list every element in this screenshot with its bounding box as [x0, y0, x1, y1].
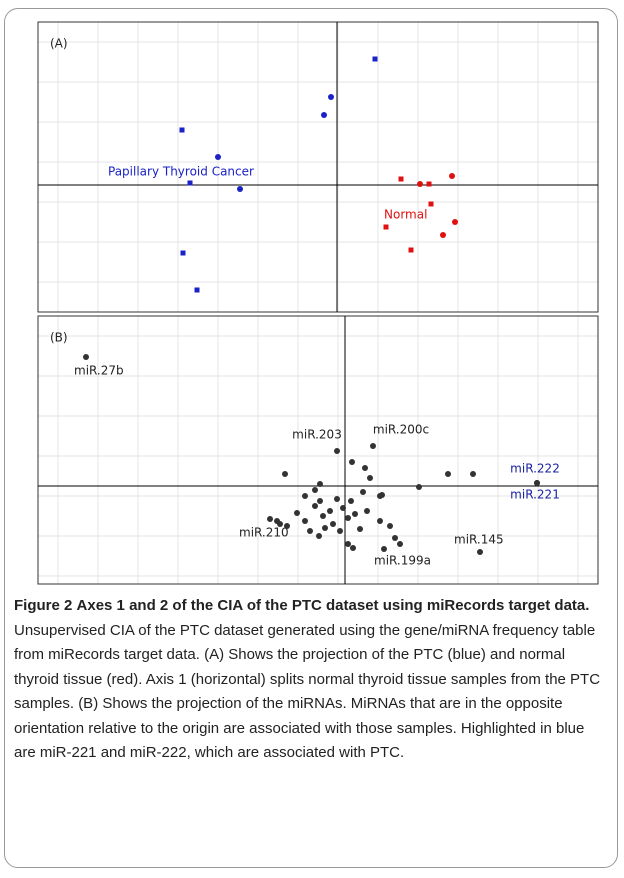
point	[408, 247, 414, 253]
point	[392, 535, 398, 541]
point	[180, 250, 186, 256]
point	[449, 173, 455, 179]
point	[372, 56, 378, 62]
point-label: miR.221	[510, 488, 560, 502]
point	[312, 487, 318, 493]
point	[277, 521, 283, 527]
point	[381, 546, 387, 552]
point	[360, 489, 366, 495]
point	[349, 459, 355, 465]
point	[357, 526, 363, 532]
point	[294, 510, 300, 516]
point	[302, 493, 308, 499]
point	[470, 471, 476, 477]
point	[397, 541, 403, 547]
point	[282, 471, 288, 477]
point	[284, 523, 290, 529]
series-label: Normal	[384, 208, 427, 222]
point	[428, 201, 434, 207]
point	[179, 127, 185, 133]
point	[237, 186, 243, 192]
point	[452, 219, 458, 225]
point	[417, 181, 423, 187]
point	[377, 518, 383, 524]
panel-label: (A)	[50, 37, 68, 51]
point	[370, 443, 376, 449]
caption: Figure 2 Axes 1 and 2 of the CIA of the …	[14, 594, 608, 766]
point-label: miR.210	[239, 526, 289, 540]
point	[321, 112, 327, 118]
point	[307, 528, 313, 534]
figure: (A) Papillary Thyroid Cancer Normal (B) miR.…	[37, 21, 599, 585]
point	[364, 508, 370, 514]
point	[302, 518, 308, 524]
point	[345, 515, 351, 521]
point	[317, 481, 323, 487]
point	[327, 508, 333, 514]
caption-label: Figure 2	[14, 597, 73, 614]
point	[330, 521, 336, 527]
point	[416, 484, 422, 490]
point	[83, 354, 89, 360]
point	[322, 525, 328, 531]
point	[387, 523, 393, 529]
point	[320, 513, 326, 519]
point	[398, 176, 404, 182]
point	[534, 480, 540, 486]
figure-frame	[4, 8, 618, 868]
caption-text: Unsupervised CIA of the PTC dataset gene…	[14, 621, 601, 762]
point	[340, 505, 346, 511]
point	[328, 94, 334, 100]
plot-border	[37, 315, 599, 585]
point	[215, 154, 221, 160]
point	[312, 503, 318, 509]
point	[426, 181, 432, 187]
point	[362, 465, 368, 471]
point	[348, 498, 354, 504]
point	[317, 498, 323, 504]
point	[383, 224, 389, 230]
plot-border	[37, 21, 599, 313]
point-label: miR.27b	[74, 364, 124, 378]
point	[267, 516, 273, 522]
series-label: Papillary Thyroid Cancer	[108, 165, 254, 179]
point	[316, 533, 322, 539]
point	[187, 180, 193, 186]
point	[350, 545, 356, 551]
point	[194, 287, 200, 293]
point	[477, 549, 483, 555]
point-label: miR.222	[510, 462, 560, 476]
point	[445, 471, 451, 477]
caption-title: Axes 1 and 2 of the CIA of the PTC datas…	[76, 597, 590, 614]
point	[379, 492, 385, 498]
point	[367, 475, 373, 481]
point-label: miR.145	[454, 533, 504, 547]
point	[440, 232, 446, 238]
point-label: miR.203	[292, 428, 342, 442]
point	[337, 528, 343, 534]
point-label: miR.199a	[374, 554, 431, 568]
point	[345, 541, 351, 547]
point	[334, 448, 340, 454]
point	[352, 511, 358, 517]
point	[334, 496, 340, 502]
point-label: miR.200c	[373, 423, 429, 437]
panel-label: (B)	[50, 331, 68, 345]
